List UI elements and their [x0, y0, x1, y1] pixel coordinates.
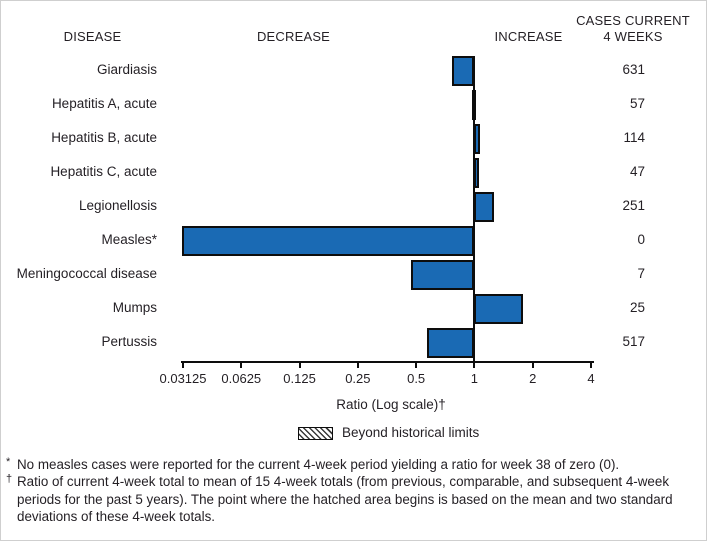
disease-label: Giardiasis: [96, 62, 157, 77]
cases-current-value: 47: [629, 164, 645, 179]
cases-current-value: 251: [622, 198, 645, 213]
footnote-marker-dagger: †: [6, 473, 13, 486]
cases-current-value: 0: [637, 232, 645, 247]
baseline-reference-line: [473, 56, 476, 363]
bar: [474, 192, 494, 222]
x-axis-tick-label: 4: [587, 371, 595, 386]
x-axis-tick-label: 0.5: [407, 371, 426, 386]
footnote-text: Ratio of current 4-week total to mean of…: [17, 474, 673, 525]
column-header-increase: INCREASE: [494, 29, 563, 44]
disease-label: Hepatitis C, acute: [50, 164, 157, 179]
x-axis-tick-label: 0.25: [345, 371, 371, 386]
bar: [410, 260, 475, 290]
bar: [427, 328, 475, 358]
column-header-cases-line1: CASES CURRENT: [576, 13, 690, 28]
footnote-measles: * No measles cases were reported for the …: [6, 456, 703, 473]
x-axis-tick: [240, 361, 243, 368]
footnote-marker-asterisk: *: [6, 456, 11, 468]
bar: [452, 56, 475, 86]
cases-current-value: 7: [637, 266, 645, 281]
disease-label: Hepatitis B, acute: [51, 130, 157, 145]
disease-label: Legionellosis: [78, 198, 157, 213]
x-axis-tick: [415, 361, 418, 368]
footnotes: * No measles cases were reported for the …: [6, 456, 703, 526]
disease-label: Measles*: [101, 232, 157, 247]
disease-label: Meningococcal disease: [16, 266, 157, 281]
x-axis-tick: [590, 361, 592, 368]
column-header-disease: DISEASE: [63, 29, 122, 44]
x-axis-tick: [298, 361, 301, 368]
x-axis-tick: [531, 361, 534, 368]
cases-current-value: 114: [623, 130, 645, 145]
footnote-text: No measles cases were reported for the c…: [17, 457, 620, 472]
bar: [182, 226, 475, 256]
x-axis-tick-label: 2: [529, 371, 537, 386]
column-header-decrease: DECREASE: [256, 29, 331, 44]
cases-current-value: 57: [629, 96, 645, 111]
x-axis-line: [181, 361, 594, 363]
x-axis-tick: [356, 361, 359, 368]
cases-current-value: 25: [629, 300, 645, 315]
x-axis-tick-label: 0.125: [283, 371, 316, 386]
x-axis-tick-label: 0.0625: [221, 371, 262, 386]
x-axis-tick-label: 1: [470, 371, 479, 386]
x-axis-tick: [473, 361, 476, 368]
cases-current-value: 631: [622, 62, 645, 77]
x-axis-tick-label: 0.03125: [159, 371, 207, 386]
disease-label: Mumps: [112, 300, 157, 315]
column-header-cases-line2: 4 WEEKS: [603, 29, 663, 44]
disease-label: Pertussis: [101, 334, 157, 349]
disease-label: Hepatitis A, acute: [51, 96, 157, 111]
cases-current-value: 517: [622, 334, 645, 349]
x-axis-tick: [182, 361, 184, 368]
footnote-ratio: † Ratio of current 4-week total to mean o…: [6, 473, 703, 525]
beyond-historical-limits-hatch-swatch: [298, 427, 333, 440]
x-axis-title: Ratio (Log scale)†: [336, 397, 446, 412]
bar: [474, 294, 523, 324]
legend-label: Beyond historical limits: [342, 425, 480, 440]
